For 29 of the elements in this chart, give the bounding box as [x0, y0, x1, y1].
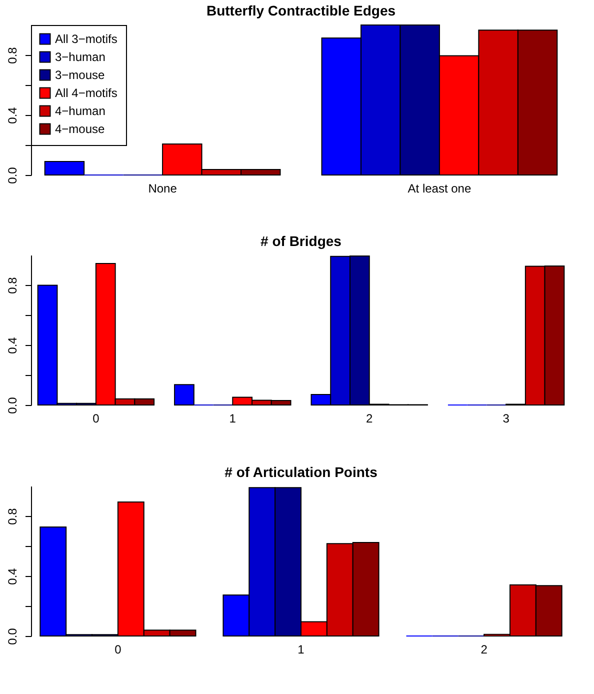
x-tick-label: 0	[92, 412, 100, 426]
legend-label: 4−human	[55, 104, 106, 118]
legend-label: All 3−motifs	[55, 32, 118, 46]
legend-label: 3−mouse	[55, 68, 106, 82]
x-tick-label: None	[148, 182, 178, 196]
x-tick-label: 2	[480, 642, 488, 656]
x-tick-label: 3	[502, 412, 510, 426]
chart-title: Butterfly Contractible Edges	[206, 2, 396, 18]
y-tick-label: 0.0	[6, 396, 20, 414]
y-tick-label: 0.8	[6, 276, 20, 294]
chart-title: # of Articulation Points	[224, 464, 378, 480]
y-tick-label: 0.0	[6, 166, 20, 184]
legend-label: All 4−motifs	[55, 86, 118, 100]
y-tick-label: 0.4	[6, 106, 20, 124]
x-tick-label: 1	[229, 412, 236, 426]
legend-label: 3−human	[55, 50, 106, 64]
y-tick-label: 0.4	[6, 568, 20, 585]
x-tick-label: 0	[114, 642, 122, 656]
x-tick-label: 2	[366, 412, 374, 426]
y-tick-label: 0.4	[6, 336, 20, 354]
x-tick-label: At least one	[408, 182, 472, 196]
y-tick-label: 0.8	[6, 46, 20, 64]
legend-label: 4−mouse	[55, 122, 106, 136]
y-tick-label: 0.0	[6, 628, 20, 645]
bar	[44, 161, 85, 176]
y-tick-label: 0.8	[6, 508, 20, 525]
bar	[174, 384, 194, 406]
chart-title: # of Bridges	[260, 233, 342, 249]
x-tick-label: 1	[298, 642, 305, 656]
